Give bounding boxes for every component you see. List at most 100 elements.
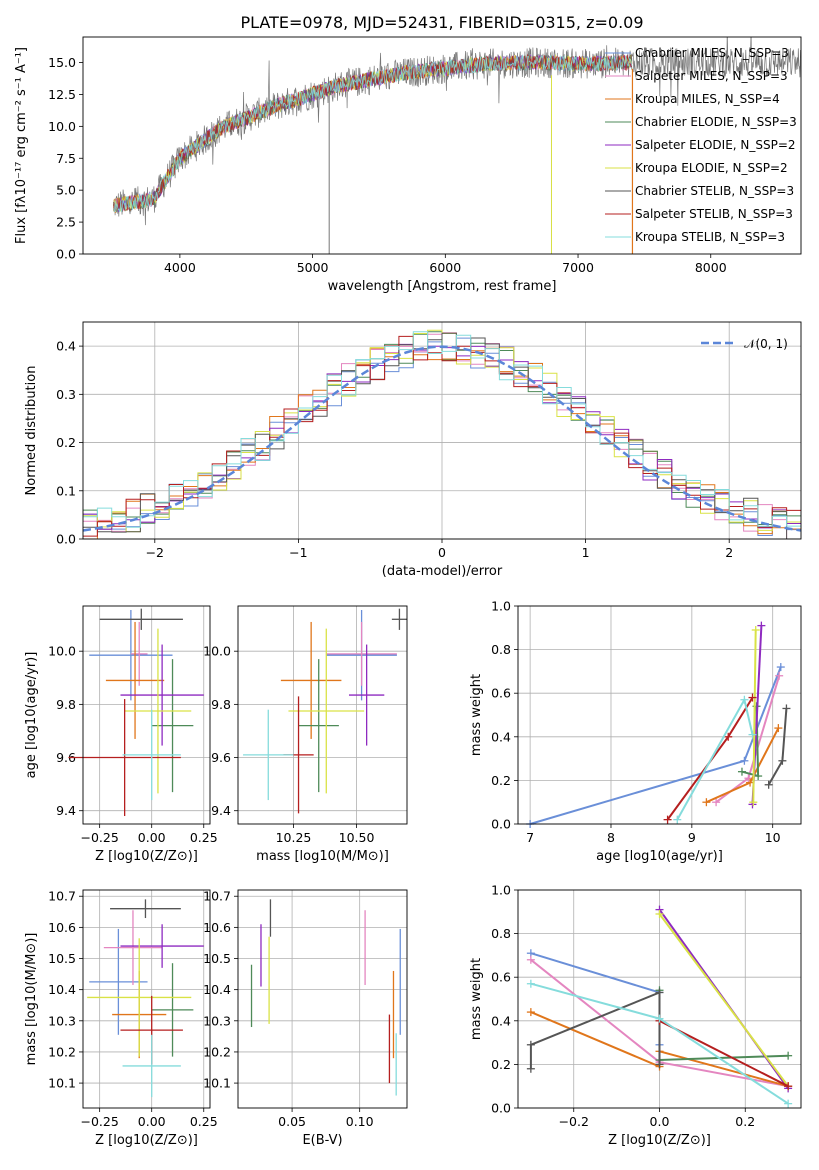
x-tick-label: 8000 <box>695 260 727 275</box>
y-tick-label: 0.2 <box>56 435 76 450</box>
axes-frame <box>82 889 211 1109</box>
x-axis-label: Z [log10(Z/Z⊙)] <box>608 1133 711 1148</box>
weight-line-5 <box>752 629 757 803</box>
y-tick-label: 15.0 <box>48 55 76 70</box>
legend-label: Chabrier MILES, N_SSP=3 <box>635 46 789 60</box>
x-tick-label: 8 <box>607 830 615 845</box>
figure-title: PLATE=0978, MJD=52431, FIBERID=0315, z=0… <box>240 13 643 32</box>
x-tick-label: 10.50 <box>339 830 375 845</box>
x-tick-label: 9 <box>688 830 696 845</box>
y-tick-label: 12.5 <box>48 87 76 102</box>
y-tick-label: 9.8 <box>56 697 76 712</box>
y-tick-label: 0.0 <box>491 1101 511 1116</box>
legend-label: Salpeter STELIB, N_SSP=3 <box>635 207 793 221</box>
y-tick-label: 10.5 <box>203 951 231 966</box>
legend-label: Salpeter ELODIE, N_SSP=2 <box>635 138 796 152</box>
legend-label: Salpeter MILES, N_SSP=3 <box>635 69 788 83</box>
x-tick-label: 10 <box>765 830 781 845</box>
y-tick-label: 0.8 <box>491 642 511 657</box>
x-tick-label: 0 <box>438 545 446 560</box>
residual-histogram-6 <box>83 332 801 539</box>
y-tick-label: 0.3 <box>56 387 76 402</box>
x-tick-label: −0.2 <box>559 1114 589 1129</box>
axes-frame <box>517 889 802 1109</box>
y-tick-label: 7.5 <box>56 151 76 166</box>
y-tick-label: 10.4 <box>48 982 76 997</box>
panels: 4000 5000 6000 7000 80000.02.55.07.510.012.5… <box>14 36 802 1148</box>
y-tick-label: 0.2 <box>491 1057 511 1072</box>
x-tick-label: 7000 <box>562 260 594 275</box>
x-axis-label: Z [log10(Z/Z⊙)] <box>95 1133 198 1148</box>
y-tick-label: 0.6 <box>491 970 511 985</box>
y-axis-label: age [log10(age/yr)] <box>24 652 39 779</box>
axes-frame <box>237 605 408 825</box>
y-tick-label: 9.8 <box>211 697 231 712</box>
y-tick-label: 10.0 <box>48 644 76 659</box>
y-tick-label: 10.3 <box>203 1013 231 1028</box>
x-tick-label: 1 <box>582 545 590 560</box>
panel-mass-vs-EBV: 0.05 0.10 10.1 10.2 10.3 10.4 10.5 10.6 10.7 E(B-… <box>203 889 408 1148</box>
panel-age-vs-Z: −0.25 0.00 0.25 9.4 9.6 9.8 10.0 Z [log10(Z/Z⊙)… <box>24 605 218 864</box>
y-tick-label: 9.4 <box>211 803 231 818</box>
legend-label: Kroupa ELODIE, N_SSP=2 <box>635 161 788 175</box>
y-tick-label: 0.4 <box>491 729 511 744</box>
x-tick-label: 5000 <box>297 260 329 275</box>
x-tick-label: 0.2 <box>735 1114 755 1129</box>
x-tick-label: −1 <box>289 545 307 560</box>
y-tick-label: 9.6 <box>56 750 76 765</box>
y-tick-label: 0.8 <box>491 926 511 941</box>
x-tick-label: 0.25 <box>190 830 218 845</box>
y-tick-label: 1.0 <box>491 883 511 898</box>
y-tick-label: 10.6 <box>203 920 231 935</box>
axes-frame <box>517 605 802 825</box>
x-axis-label: age [log10(age/yr)] <box>596 849 723 864</box>
y-tick-label: 9.4 <box>56 803 76 818</box>
observed-spectrum <box>113 37 801 226</box>
y-tick-label: 9.6 <box>211 750 231 765</box>
x-axis-label: wavelength [Angstrom, rest frame] <box>328 279 557 294</box>
x-tick-label: 0.00 <box>138 1114 166 1129</box>
y-tick-label: 0.6 <box>491 686 511 701</box>
panel-weight-vs-Z: −0.2 0.0 0.2 0.0 0.2 0.4 0.6 0.8 1.0 Z [log10(Z/Z… <box>469 883 802 1148</box>
y-tick-label: 10.7 <box>48 889 76 904</box>
axes-frame <box>82 321 802 540</box>
x-tick-label: 7 <box>526 830 534 845</box>
y-tick-label: 10.1 <box>203 1076 231 1091</box>
y-axis-label: mass weight <box>469 958 484 1040</box>
y-tick-label: 1.0 <box>491 599 511 614</box>
x-tick-label: 0.00 <box>138 830 166 845</box>
legend-label: Chabrier ELODIE, N_SSP=3 <box>635 115 797 129</box>
weight-line-5 <box>658 913 789 1087</box>
x-tick-label: 2 <box>725 545 733 560</box>
y-tick-label: 0.1 <box>56 483 76 498</box>
y-tick-label: 10.5 <box>48 951 76 966</box>
axes-frame <box>82 36 802 255</box>
x-tick-label: −0.25 <box>80 830 118 845</box>
x-axis-label: mass [log10(M/M⊙)] <box>256 849 389 864</box>
y-tick-label: 10.7 <box>203 889 231 904</box>
panel-weight-vs-age: 7 8 9 10 0.0 0.2 0.4 0.6 0.8 1.0 age [log10(age/yr… <box>469 599 802 864</box>
x-axis-label: (data-model)/error <box>382 564 503 579</box>
legend-label: Chabrier STELIB, N_SSP=3 <box>635 184 794 198</box>
y-tick-label: 0.0 <box>56 247 76 262</box>
gaussian-legend-label: 𝒩(0, 1) <box>744 337 788 351</box>
weight-line-6 <box>529 991 661 1069</box>
y-tick-label: 10.4 <box>203 982 231 997</box>
x-tick-label: 6000 <box>429 260 461 275</box>
panel-residuals: −2 −1 0 1 2 0.0 0.1 0.2 0.3 0.4 (data-model)/error… <box>24 321 802 579</box>
panel-mass-vs-Z: −0.25 0.00 0.25 10.1 10.2 10.3 10.4 10.5 10.6 10.… <box>24 889 218 1148</box>
y-tick-label: 10.2 <box>48 1044 76 1059</box>
model-spectrum-7 <box>113 53 633 212</box>
axes-frame <box>82 605 211 825</box>
x-tick-label: 0.05 <box>278 1114 306 1129</box>
y-axis-label: Flux [fλ10⁻¹⁷ erg cm⁻² s⁻¹ A⁻¹] <box>14 47 29 244</box>
legend-label: Kroupa STELIB, N_SSP=3 <box>635 230 785 244</box>
y-tick-label: 5.0 <box>56 183 76 198</box>
y-tick-label: 0.4 <box>56 339 76 354</box>
y-tick-label: 10.0 <box>203 644 231 659</box>
y-tick-label: 2.5 <box>56 215 76 230</box>
y-tick-label: 10.1 <box>48 1076 76 1091</box>
y-tick-label: 0.0 <box>56 532 76 547</box>
legend-label: Kroupa MILES, N_SSP=4 <box>635 92 780 106</box>
